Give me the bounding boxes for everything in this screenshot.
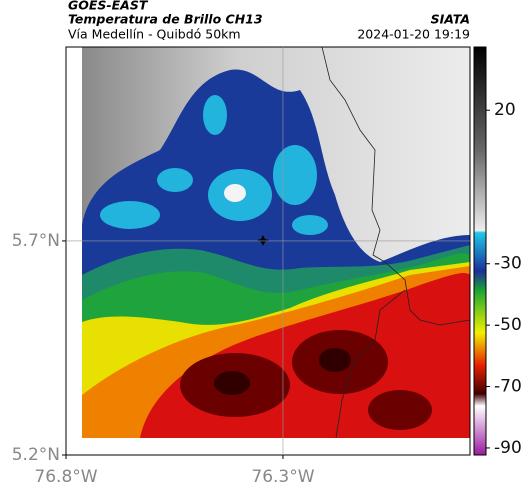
colorbar-tick-label: -70 bbox=[494, 377, 522, 397]
satellite-image bbox=[82, 47, 470, 438]
colorbar-tick-label: 20 bbox=[494, 100, 516, 120]
lon-tick-label: 76.3°W bbox=[251, 467, 314, 487]
lat-tick-label: 5.2°N bbox=[12, 445, 60, 465]
source: SIATA bbox=[431, 12, 470, 27]
colorbar bbox=[473, 46, 487, 456]
datetime: 2024-01-20 19:19 bbox=[357, 27, 470, 42]
colorbar-tick-label: -90 bbox=[494, 438, 522, 458]
lat-tick-label: 5.7°N bbox=[12, 231, 60, 251]
lon-tick-label: 76.8°W bbox=[34, 467, 97, 487]
colorbar-tick-label: -50 bbox=[494, 315, 522, 335]
location-marker bbox=[257, 235, 269, 246]
title: GOES-EAST bbox=[68, 0, 149, 13]
location: Vía Medellín - Quibdó 50km bbox=[68, 27, 241, 42]
map-frame bbox=[65, 46, 471, 456]
subtitle: Temperatura de Brillo CH13 bbox=[68, 12, 263, 27]
colorbar-tick-label: -30 bbox=[494, 254, 522, 274]
